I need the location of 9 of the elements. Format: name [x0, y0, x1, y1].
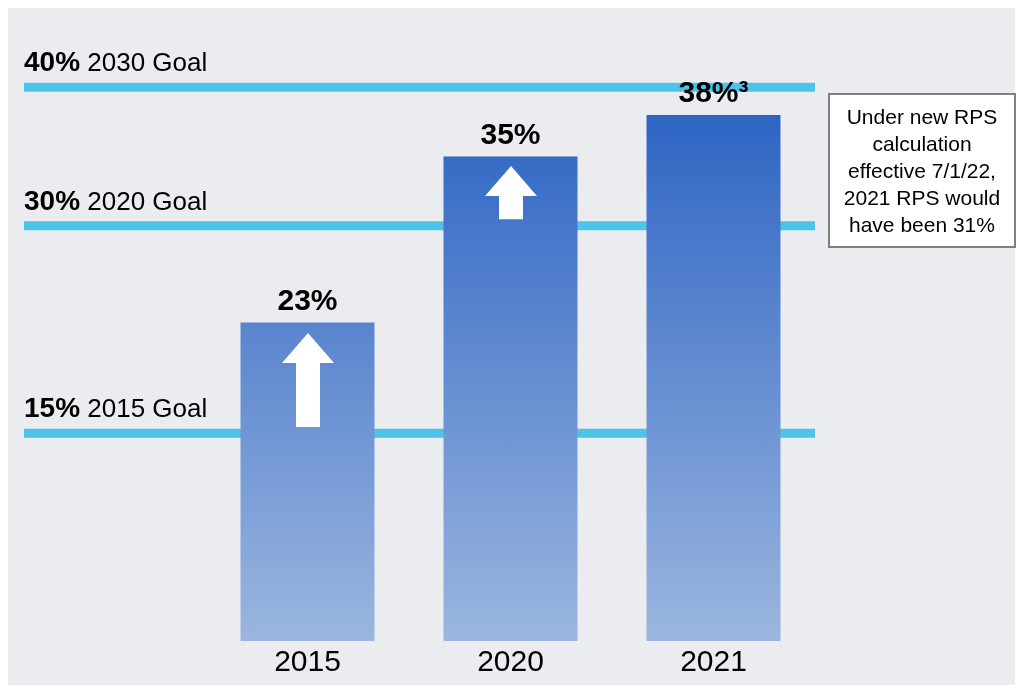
x-tick-label: 2015 — [274, 644, 341, 678]
data-label: 35% — [480, 116, 541, 150]
data-label: 23% — [277, 282, 338, 316]
x-tick-label: 2020 — [477, 644, 544, 678]
ref-line-label: 15% 2015 Goal — [24, 392, 208, 424]
x-tick-label: 2021 — [680, 644, 747, 678]
ref-line-label: 30% 2020 Goal — [24, 184, 208, 216]
ref-line-label: 40% 2030 Goal — [24, 46, 208, 78]
text: Under new RPS calculation effective 7/1/22, 2021 RPS would have been 31% — [828, 93, 1016, 248]
